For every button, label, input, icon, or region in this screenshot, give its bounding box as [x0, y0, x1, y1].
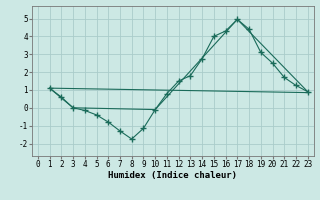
X-axis label: Humidex (Indice chaleur): Humidex (Indice chaleur): [108, 171, 237, 180]
